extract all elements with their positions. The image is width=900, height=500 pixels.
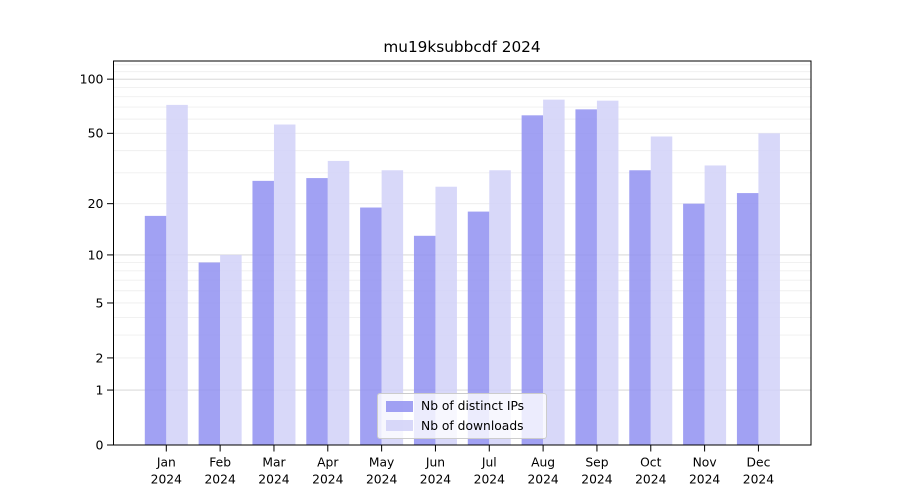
bar-nb-of-distinct-ips-dec	[736, 193, 759, 445]
bar-nb-of-downloads-aug	[543, 99, 565, 446]
y-tick-label: 10	[88, 247, 104, 262]
bar-nb-of-distinct-ips-apr	[306, 178, 328, 446]
legend-label-distinct-ips: Nb of distinct IPs	[421, 399, 525, 414]
y-tick-label: 2	[96, 350, 104, 365]
x-tick-label-year: 2024	[366, 473, 397, 487]
y-tick-label: 5	[96, 295, 104, 310]
y-tick-label: 50	[88, 126, 104, 141]
x-tick-label-month: Nov	[693, 456, 717, 470]
bar-nb-of-distinct-ips-jul	[467, 211, 490, 445]
bar-nb-of-downloads-jul	[489, 170, 511, 445]
legend-label-downloads: Nb of downloads	[421, 418, 524, 433]
y-tick-label: 20	[88, 196, 104, 211]
x-tick-label-month: Sep	[585, 456, 608, 470]
legend: Nb of distinct IPs Nb of downloads	[377, 393, 547, 439]
bar-nb-of-downloads-may	[381, 170, 404, 445]
legend-swatch-downloads	[386, 420, 413, 432]
bar-nb-of-downloads-jan	[166, 104, 188, 445]
bar-nb-of-distinct-ips-mar	[252, 180, 274, 445]
bar-nb-of-downloads-jun	[435, 186, 457, 446]
x-tick-label-month: Mar	[262, 456, 286, 470]
x-tick-label-year: 2024	[420, 473, 451, 487]
x-tick-label-year: 2024	[581, 473, 612, 487]
legend-item-downloads: Nb of downloads	[378, 417, 546, 434]
bar-nb-of-downloads-oct	[650, 136, 673, 445]
bar-nb-of-distinct-ips-jan	[144, 215, 167, 445]
bar-nb-of-downloads-sep	[596, 100, 619, 445]
x-tick-label-year: 2024	[151, 473, 182, 487]
bar-nb-of-distinct-ips-aug	[521, 115, 544, 446]
legend-swatch-distinct-ips	[386, 400, 413, 412]
bar-nb-of-downloads-mar	[273, 124, 296, 445]
y-tick-label: 1	[96, 382, 104, 397]
x-tick-label-year: 2024	[689, 473, 720, 487]
bar-nb-of-distinct-ips-jun	[413, 235, 436, 445]
plot-border	[113, 60, 812, 446]
x-tick-label-month: Dec	[747, 456, 771, 470]
y-tick-label: 0	[96, 437, 104, 452]
x-tick-label-year: 2024	[474, 473, 505, 487]
chart-title: mu19ksubbcdf 2024	[383, 38, 541, 56]
x-tick-label-year: 2024	[743, 473, 774, 487]
x-tick-label-month: Aug	[531, 456, 555, 470]
bar-nb-of-distinct-ips-sep	[575, 109, 597, 445]
bar-nb-of-downloads-apr	[327, 160, 350, 445]
x-tick-label-year: 2024	[635, 473, 666, 487]
bar-nb-of-downloads-feb	[220, 254, 242, 445]
x-tick-label-month: May	[369, 456, 394, 470]
x-tick-label-month: Jan	[156, 456, 176, 470]
x-tick-label-year: 2024	[258, 473, 289, 487]
bar-nb-of-downloads-dec	[758, 133, 780, 446]
bar-nb-of-distinct-ips-nov	[683, 203, 705, 445]
x-tick-label-month: Jun	[425, 456, 445, 470]
x-tick-label-year: 2024	[204, 473, 235, 487]
bar-nb-of-distinct-ips-oct	[629, 170, 651, 445]
x-tick-label-month: Oct	[640, 456, 661, 470]
x-tick-label-year: 2024	[312, 473, 343, 487]
x-tick-label-month: Apr	[317, 456, 339, 470]
x-tick-label-month: Feb	[209, 456, 231, 470]
legend-item-distinct-ips: Nb of distinct IPs	[378, 398, 546, 415]
x-tick-label-month: Jul	[481, 456, 497, 470]
bar-nb-of-downloads-nov	[704, 165, 727, 445]
y-tick-label: 100	[80, 72, 104, 87]
x-tick-label-year: 2024	[527, 473, 558, 487]
bar-nb-of-distinct-ips-may	[360, 207, 382, 445]
bar-nb-of-distinct-ips-feb	[198, 262, 221, 445]
